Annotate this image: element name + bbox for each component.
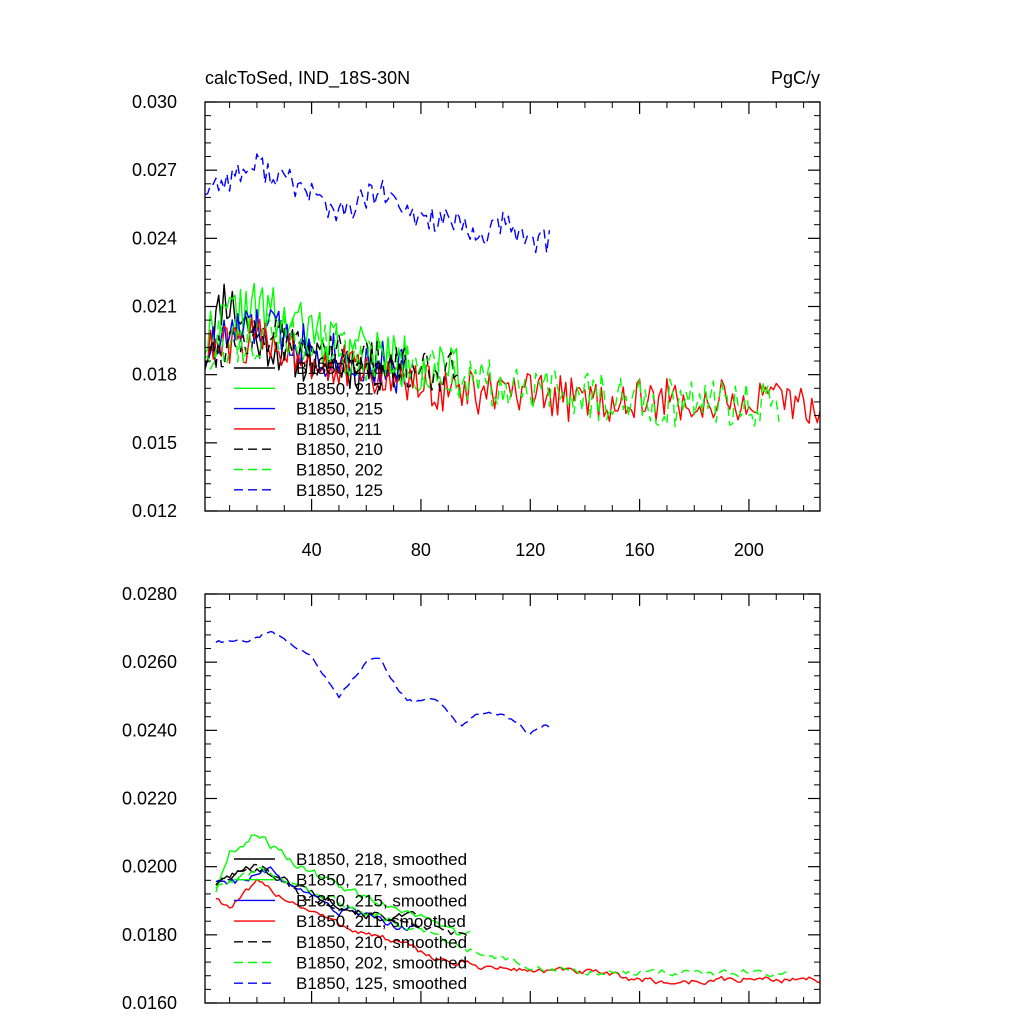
y-tick-label: 0.0280 [122, 584, 177, 604]
y-tick-label: 0.0160 [122, 993, 177, 1013]
legend-label: B1850, 218, smoothed [296, 850, 467, 869]
y-tick-label: 0.012 [132, 501, 177, 521]
lower-series-line [215, 834, 471, 936]
lower-series-line [215, 863, 471, 939]
lower-series-line [215, 630, 550, 735]
legend-label: B1850, 210, smoothed [296, 933, 467, 952]
y-tick-label: 0.027 [132, 160, 177, 180]
y-tick-label: 0.0260 [122, 652, 177, 672]
legend-label: B1850, 211 [296, 420, 382, 439]
upper-series-line [205, 282, 460, 399]
upper-chart-title: calcToSed, IND_18S-30N [205, 68, 410, 89]
upper-series-line [205, 153, 551, 254]
x-tick-label: 80 [411, 540, 431, 560]
x-tick-label: 120 [515, 540, 545, 560]
x-tick-label: 160 [625, 540, 655, 560]
legend-label: B1850, 125 [296, 481, 383, 500]
legend-label: B1850, 210 [296, 440, 383, 459]
upper-chart-series-group [205, 153, 820, 428]
legend-label: B1850, 125, smoothed [296, 974, 467, 993]
lower-chart-panel: 0.0160 0.0180 0.0200 0.0220 0.0240 0.0260 0.02… [122, 584, 821, 1013]
legend-label: B1850, 215, smoothed [296, 891, 467, 910]
lower-chart-axes: 0.0160 0.0180 0.0200 0.0220 0.0240 0.0260 0.02… [122, 584, 821, 1013]
lower-chart-legend: B1850, 218, smoothed B1850, 217, smoothed… [234, 850, 467, 993]
lower-series-line [215, 878, 820, 985]
y-tick-label: 0.024 [132, 228, 177, 248]
upper-series-line [205, 313, 780, 428]
y-tick-label: 0.0200 [122, 857, 177, 877]
legend-label: B1850, 202 [296, 461, 383, 480]
legend-label: B1850, 202, smoothed [296, 954, 467, 973]
legend-label: B1850, 215 [296, 400, 383, 419]
legend-label: B1850, 218 [296, 359, 383, 378]
legend-label: B1850, 217, smoothed [296, 871, 467, 890]
y-tick-label: 0.030 [132, 92, 177, 112]
x-tick-label: 200 [734, 540, 764, 560]
y-tick-label: 0.0240 [122, 720, 177, 740]
upper-series-line [205, 318, 460, 392]
lower-series-line [215, 867, 791, 978]
legend-label: B1850, 211, smoothed [296, 912, 466, 931]
y-tick-label: 0.0220 [122, 789, 177, 809]
y-tick-label: 0.018 [132, 365, 177, 385]
upper-chart-panel: calcToSed, IND_18S-30N PgC/y 0.0120.0150… [132, 68, 821, 560]
legend-label: B1850, 217 [296, 379, 383, 398]
upper-chart-units: PgC/y [771, 68, 820, 88]
y-tick-label: 0.015 [132, 433, 177, 453]
y-tick-label: 0.0180 [122, 925, 177, 945]
upper-series-line [205, 309, 406, 394]
upper-chart-axes: 0.012 0.015 0.018 0.021 0.024 0.027 0.030 40 80 1… [132, 92, 821, 560]
x-tick-label: 40 [302, 540, 322, 560]
y-tick-label: 0.021 [132, 297, 177, 317]
